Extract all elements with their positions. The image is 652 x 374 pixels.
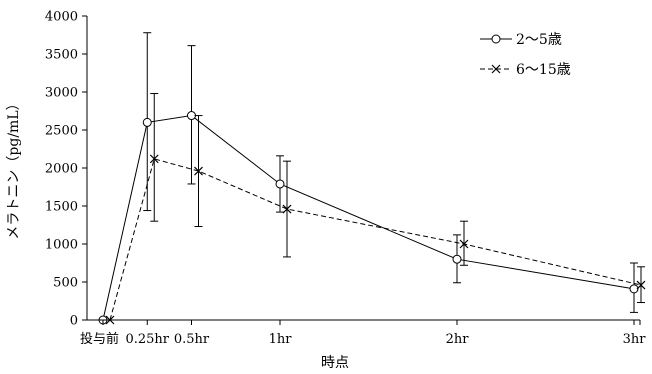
- data-point-x: [149, 154, 159, 164]
- legend-item-2-5: 2～5歳: [480, 32, 562, 48]
- x-tick-label: 3hr: [623, 332, 647, 347]
- legend: 2～5歳 6～15歳: [480, 32, 571, 78]
- data-point-x: [282, 204, 292, 214]
- y-tick-label: 3000: [45, 86, 78, 101]
- data-point-circle: [142, 117, 152, 127]
- data-point-x: [636, 280, 646, 290]
- series-0: [98, 32, 639, 325]
- data-point-x: [194, 166, 203, 176]
- y-tick-label: 2500: [45, 124, 78, 139]
- y-tick-label: 1000: [45, 238, 78, 253]
- legend-label-2-5: 2～5歳: [516, 32, 562, 48]
- legend-marker-circle: [491, 34, 501, 44]
- y-tick-label: 3500: [45, 48, 78, 63]
- x-tick-label: 2hr: [446, 332, 470, 347]
- y-tick-label: 0: [70, 314, 78, 329]
- x-tick-label: 0.25hr: [125, 332, 169, 347]
- x-tick-label: 0.5hr: [174, 332, 210, 347]
- plot-area: [98, 32, 646, 325]
- legend-label-6-15: 6～15歳: [516, 62, 571, 78]
- series-1: [105, 93, 646, 325]
- series-line: [102, 115, 635, 321]
- data-point-circle: [275, 179, 285, 189]
- y-tick-label: 2000: [45, 162, 78, 177]
- x-ticks: 投与前 0.25hr 0.5hr 1hr 2hr 3hr: [80, 320, 646, 347]
- data-point-circle: [187, 111, 196, 121]
- y-tick-label: 500: [53, 276, 78, 291]
- x-axis-title: 時点: [321, 355, 349, 371]
- data-point-circle: [452, 254, 462, 264]
- y-ticks: 0 500 1000 1500 2000 2500 3000 3500 4000: [45, 10, 87, 329]
- y-tick-label: 1500: [45, 200, 78, 215]
- x-tick-label: 1hr: [269, 332, 293, 347]
- legend-item-6-15: 6～15歳: [480, 62, 571, 78]
- legend-marker-x: [491, 64, 501, 74]
- x-tick-label: 投与前: [80, 331, 119, 347]
- y-tick-label: 4000: [45, 10, 78, 25]
- series-line: [109, 158, 642, 321]
- y-axis-title: メラトニン（pg/mL）: [6, 96, 22, 239]
- data-point-x: [459, 239, 469, 249]
